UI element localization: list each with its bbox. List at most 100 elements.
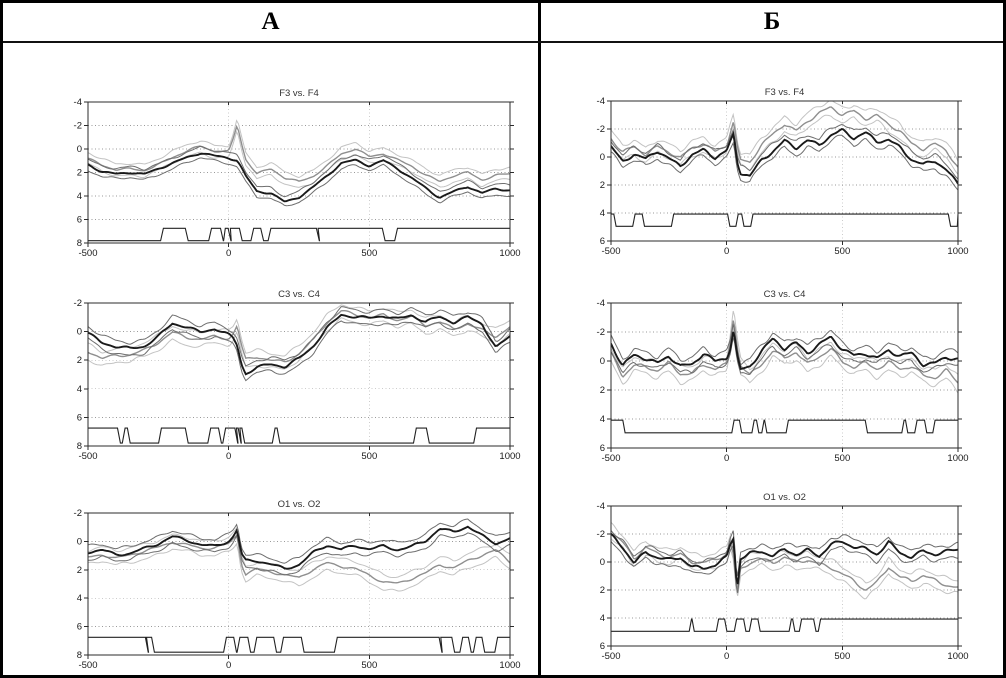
trace-dark-mean bbox=[88, 525, 510, 570]
y-tick-label: -4 bbox=[597, 96, 605, 107]
trace-dark-ci-upper bbox=[611, 530, 958, 576]
y-tick-label: 2 bbox=[600, 180, 605, 191]
y-tick-label: -2 bbox=[74, 121, 82, 132]
trace-dark-ci-upper bbox=[88, 306, 510, 367]
trace-gray-mean bbox=[611, 320, 958, 384]
trace-gray-ci-lower bbox=[88, 542, 510, 592]
y-tick-label: 4 bbox=[600, 414, 605, 425]
y-tick-label: 0 bbox=[77, 144, 82, 155]
x-tick-label: 1000 bbox=[499, 660, 520, 671]
y-tick-label: 2 bbox=[77, 355, 82, 366]
trace-gray-mean bbox=[88, 533, 510, 584]
marker-step-signal bbox=[611, 213, 958, 227]
x-tick-label: 0 bbox=[226, 660, 231, 671]
trace-dark-ci-lower bbox=[88, 157, 510, 207]
y-tick-label: -2 bbox=[597, 327, 605, 338]
column-header-a: А bbox=[261, 8, 280, 35]
marker-step-signal bbox=[611, 618, 958, 632]
chart-svg-b3: -4 -2 0 2 4 6-500 0 500 1000 O1 vs. O2 bbox=[597, 492, 969, 662]
traces-group bbox=[88, 119, 510, 242]
plot-frame bbox=[87, 302, 511, 447]
traces-group bbox=[611, 101, 958, 227]
trace-gray-ci-upper bbox=[88, 304, 510, 357]
x-tick-label: 500 bbox=[834, 651, 850, 662]
trace-dark-mean bbox=[88, 313, 510, 376]
trace-gray-ci-upper bbox=[88, 119, 510, 179]
chart-svg-b2: -4 -2 0 2 4 6-500 0 500 1000 C3 vs. C4 bbox=[597, 289, 969, 464]
y-tick-label: 8 bbox=[77, 441, 82, 452]
trace-gray-ci-lower bbox=[88, 317, 510, 370]
x-tick-label: 1000 bbox=[499, 451, 520, 462]
y-tick-label: 0 bbox=[600, 356, 605, 367]
y-tick-label: 2 bbox=[600, 585, 605, 596]
y-tick-label: -2 bbox=[597, 124, 605, 135]
trace-gray-mean bbox=[611, 106, 958, 168]
plot-frame bbox=[610, 302, 959, 449]
y-tick-label: -2 bbox=[597, 529, 605, 540]
x-tick-label: 500 bbox=[834, 246, 850, 257]
y-tick-label: 0 bbox=[77, 536, 82, 547]
y-tick-label: 4 bbox=[600, 613, 605, 624]
y-tick-label: 2 bbox=[77, 168, 82, 179]
chart-a-o1-vs-o2: -2 0 2 4 6 8 -500 0 500 1000 O1 vs. O2 bbox=[43, 495, 535, 675]
trace-dark-mean bbox=[611, 331, 958, 370]
x-tick-label: 0 bbox=[226, 451, 231, 462]
trace-gray-ci-upper bbox=[611, 101, 958, 162]
marker-step-signal bbox=[611, 419, 958, 434]
y-tick-label: 4 bbox=[77, 384, 82, 395]
chart-title: O1 vs. O2 bbox=[763, 492, 806, 503]
trace-gray-ci-lower bbox=[611, 538, 958, 600]
trace-gray-ci-lower bbox=[611, 328, 958, 394]
y-tick-label: 2 bbox=[600, 385, 605, 396]
y-tick-label: 2 bbox=[77, 565, 82, 576]
y-tick-label: 4 bbox=[77, 191, 82, 202]
chart-title: F3 vs. F4 bbox=[279, 88, 319, 99]
trace-dark-mean bbox=[611, 533, 958, 585]
traces-group bbox=[88, 304, 510, 444]
trace-dark-ci-upper bbox=[611, 123, 958, 180]
trace-gray-ci-lower bbox=[611, 114, 958, 175]
y-tick-label: -4 bbox=[74, 97, 82, 108]
y-tick-label: 4 bbox=[77, 593, 82, 604]
trace-dark-ci-lower bbox=[611, 541, 958, 594]
x-tick-label: 1000 bbox=[947, 453, 968, 464]
chart-svg-b1: -4 -2 0 2 4 6-500 0 500 1000 F3 vs. F4 bbox=[597, 87, 969, 257]
x-tick-label: 1000 bbox=[947, 246, 968, 257]
plot-frame bbox=[610, 100, 959, 242]
x-tick-label: -500 bbox=[78, 660, 97, 671]
y-tick-label: 6 bbox=[77, 215, 82, 226]
plot-frame bbox=[610, 505, 959, 647]
trace-gray-ci-upper bbox=[611, 522, 958, 585]
x-tick-label: 0 bbox=[226, 248, 231, 259]
trace-dark-mean bbox=[88, 152, 510, 203]
column-header-b: Б bbox=[763, 8, 781, 35]
y-tick-label: 0 bbox=[600, 557, 605, 568]
y-tick-label: 0 bbox=[600, 152, 605, 163]
x-tick-label: 500 bbox=[361, 660, 377, 671]
y-tick-label: 6 bbox=[77, 412, 82, 423]
y-tick-label: -4 bbox=[597, 298, 605, 309]
trace-dark-ci-lower bbox=[88, 320, 510, 382]
trace-dark-ci-lower bbox=[611, 337, 958, 375]
chart-title: F3 vs. F4 bbox=[765, 87, 805, 98]
y-tick-label: 8 bbox=[77, 650, 82, 661]
y-tick-label: 6 bbox=[600, 443, 605, 454]
chart-title: C3 vs. C4 bbox=[278, 289, 320, 300]
header-separator bbox=[3, 41, 1003, 43]
trace-dark-ci-lower bbox=[88, 532, 510, 576]
chart-b-c3-vs-c4: -4 -2 0 2 4 6 -500 0 500 1000 C3 vs. C4 bbox=[566, 285, 1003, 470]
chart-a-f3-vs-f4: -4 -2 0 2 4 6 8 -500 0 500 1000 F3 vs. F4 bbox=[43, 83, 535, 268]
x-tick-label: -500 bbox=[78, 248, 97, 259]
chart-b-f3-vs-f4: -4 -2 0 2 4 6 -500 0 500 1000 F3 vs. F4 bbox=[566, 83, 1003, 268]
chart-svg-a3: -2 0 2 4 6 8-500 0 500 1000 O1 vs. O2 bbox=[74, 499, 521, 671]
x-tick-label: -500 bbox=[78, 451, 97, 462]
x-tick-label: -500 bbox=[601, 651, 620, 662]
y-tick-label: 6 bbox=[600, 236, 605, 247]
chart-svg-a1: -4 -2 0 2 4 6 8-500 0 500 1000 F3 vs. F4 bbox=[74, 88, 521, 259]
x-tick-label: 0 bbox=[724, 246, 729, 257]
traces-group bbox=[88, 518, 510, 653]
trace-dark-ci-upper bbox=[611, 324, 958, 366]
marker-step-signal bbox=[88, 427, 510, 444]
y-tick-label: 4 bbox=[600, 208, 605, 219]
